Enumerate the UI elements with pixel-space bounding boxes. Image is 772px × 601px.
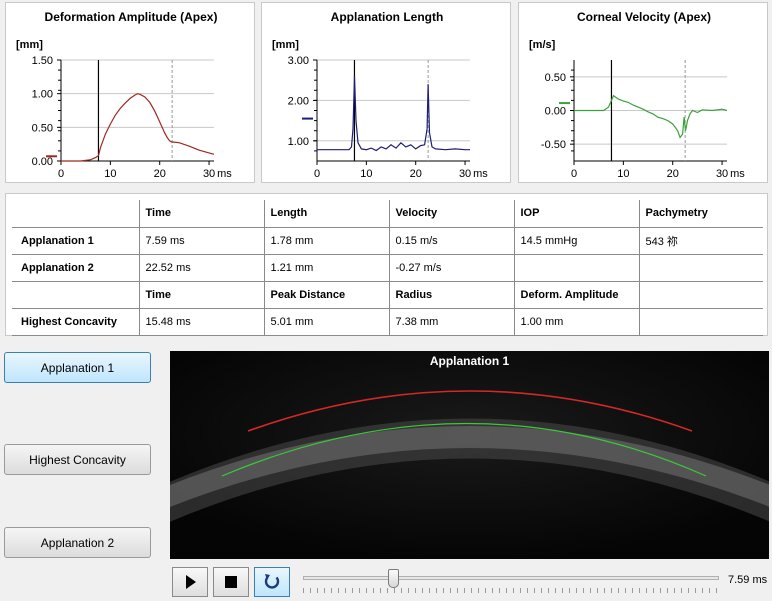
y-unit-label: [m/s] — [529, 39, 556, 51]
table-cell: 1.78 mm — [264, 227, 390, 255]
row-label: Applanation 2 — [12, 254, 140, 282]
header-iop: IOP — [514, 200, 640, 228]
cornea-image — [170, 351, 769, 559]
x-tick-label: 30 — [459, 168, 471, 180]
table-row: Applanation 1 7.59 ms 1.78 mm 0.15 m/s 1… — [12, 227, 763, 255]
header-length: Length — [264, 200, 390, 228]
table-cell — [514, 254, 640, 282]
corneal-velocity-plot: Corneal Velocity (Apex) [m/s] 0.50 0.00 -0.5… — [529, 10, 745, 180]
x-tick-label: 10 — [617, 168, 629, 180]
stop-button[interactable] — [213, 567, 249, 597]
deformation-amplitude-chart: Deformation Amplitude (Apex) [mm] 1.50 1.00… — [5, 2, 255, 183]
header-cell — [12, 200, 140, 228]
table-cell — [639, 254, 763, 282]
row-label: Highest Concavity — [12, 308, 140, 336]
x-tick-label: 20 — [410, 168, 422, 180]
table-cell: 15.48 ms — [139, 308, 265, 336]
corneal-velocity-chart: Corneal Velocity (Apex) [m/s] 0.50 0.00 -0.5… — [518, 2, 768, 183]
y-unit-label: [mm] — [16, 39, 43, 51]
header-time: Time — [139, 200, 265, 228]
table-cell: 7.59 ms — [139, 227, 265, 255]
table-cell: 1.00 mm — [514, 308, 640, 336]
table-header-row: Time Length Velocity IOP Pachymetry — [12, 200, 763, 228]
x-tick-label: 30 — [203, 168, 215, 180]
chart-title: Deformation Amplitude (Apex) — [45, 10, 218, 24]
header-radius: Radius — [389, 281, 515, 309]
table-row: Highest Concavity 15.48 ms 5.01 mm 7.38 … — [12, 308, 763, 336]
y-tick-label: 3.00 — [288, 55, 309, 67]
x-tick-label: 0 — [58, 168, 64, 180]
table-cell: -0.27 m/s — [389, 254, 515, 282]
x-tick-label: 10 — [104, 168, 116, 180]
table-cell: 0.15 m/s — [389, 227, 515, 255]
table-header-row: Time Peak Distance Radius Deform. Amplit… — [12, 281, 763, 309]
x-tick-label: 0 — [314, 168, 320, 180]
viewer-title: Applanation 1 — [429, 354, 510, 368]
x-tick-label: 20 — [154, 168, 166, 180]
x-unit-label: ms — [730, 168, 745, 180]
table-cell: 5.01 mm — [264, 308, 390, 336]
play-icon — [186, 575, 196, 589]
chart-title: Applanation Length — [331, 10, 444, 24]
table-row: Applanation 2 22.52 ms 1.21 mm -0.27 m/s — [12, 254, 763, 282]
applanation-length-plot: Applanation Length [mm] 3.00 2.00 1.00 0 10 20 3… — [272, 10, 488, 180]
current-time: 7.59 ms — [728, 574, 768, 586]
y-tick-label: 0.00 — [32, 156, 53, 168]
y-tick-label: 2.00 — [288, 95, 309, 107]
header-cell — [12, 281, 140, 309]
table-cell: 22.52 ms — [139, 254, 265, 282]
deformation-amplitude-plot: Deformation Amplitude (Apex) [mm] 1.50 1.00… — [16, 10, 232, 180]
posterior-surface-curve — [221, 422, 707, 477]
table-cell: 1.21 mm — [264, 254, 390, 282]
x-tick-label: 0 — [571, 168, 577, 180]
y-tick-label: 1.00 — [32, 89, 53, 101]
x-unit-label: ms — [473, 168, 488, 180]
y-tick-label: 0.50 — [545, 72, 566, 84]
y-tick-label: 1.00 — [288, 136, 309, 148]
x-tick-label: 20 — [667, 168, 679, 180]
loop-icon — [264, 574, 280, 589]
x-tick-label: 30 — [716, 168, 728, 180]
table-cell — [639, 308, 763, 336]
header-deform-amplitude: Deform. Amplitude — [514, 281, 640, 309]
header-peak-distance: Peak Distance — [264, 281, 390, 309]
header-velocity: Velocity — [389, 200, 515, 228]
applanation-1-button[interactable]: Applanation 1 — [4, 352, 151, 383]
y-tick-label: 0.50 — [32, 122, 53, 134]
y-unit-label: [mm] — [272, 39, 299, 51]
stop-icon — [225, 576, 237, 588]
applanation-2-button[interactable]: Applanation 2 — [4, 527, 151, 558]
x-unit-label: ms — [217, 168, 232, 180]
x-tick-label: 10 — [360, 168, 372, 180]
series-line — [574, 94, 728, 139]
loop-button[interactable] — [254, 567, 290, 597]
header-cell — [639, 281, 763, 309]
y-tick-label: -0.50 — [541, 139, 566, 151]
series-line — [317, 76, 470, 152]
series-line — [61, 93, 215, 162]
chart-title: Corneal Velocity (Apex) — [577, 10, 711, 24]
results-table: Time Length Velocity IOP Pachymetry Appl… — [5, 193, 768, 336]
header-pachymetry: Pachymetry — [639, 200, 763, 228]
anterior-surface-curve — [247, 390, 693, 432]
header-time: Time — [139, 281, 265, 309]
timeline-track[interactable] — [303, 576, 719, 580]
table-cell: 7.38 mm — [389, 308, 515, 336]
timeline-ticks — [303, 588, 719, 593]
y-tick-label: 0.00 — [545, 106, 566, 118]
highest-concavity-button[interactable]: Highest Concavity — [4, 444, 151, 475]
play-button[interactable] — [172, 567, 208, 597]
row-label: Applanation 1 — [12, 227, 140, 255]
scheimpflug-image-viewer: Applanation 1 — [170, 351, 769, 559]
applanation-length-chart: Applanation Length [mm] 3.00 2.00 1.00 0 10 20 3… — [261, 2, 511, 183]
timeline-slider-thumb[interactable] — [388, 569, 400, 588]
table-cell: 543 祢 — [639, 227, 763, 255]
table-cell: 14.5 mmHg — [514, 227, 640, 255]
y-tick-label: 1.50 — [32, 55, 53, 67]
